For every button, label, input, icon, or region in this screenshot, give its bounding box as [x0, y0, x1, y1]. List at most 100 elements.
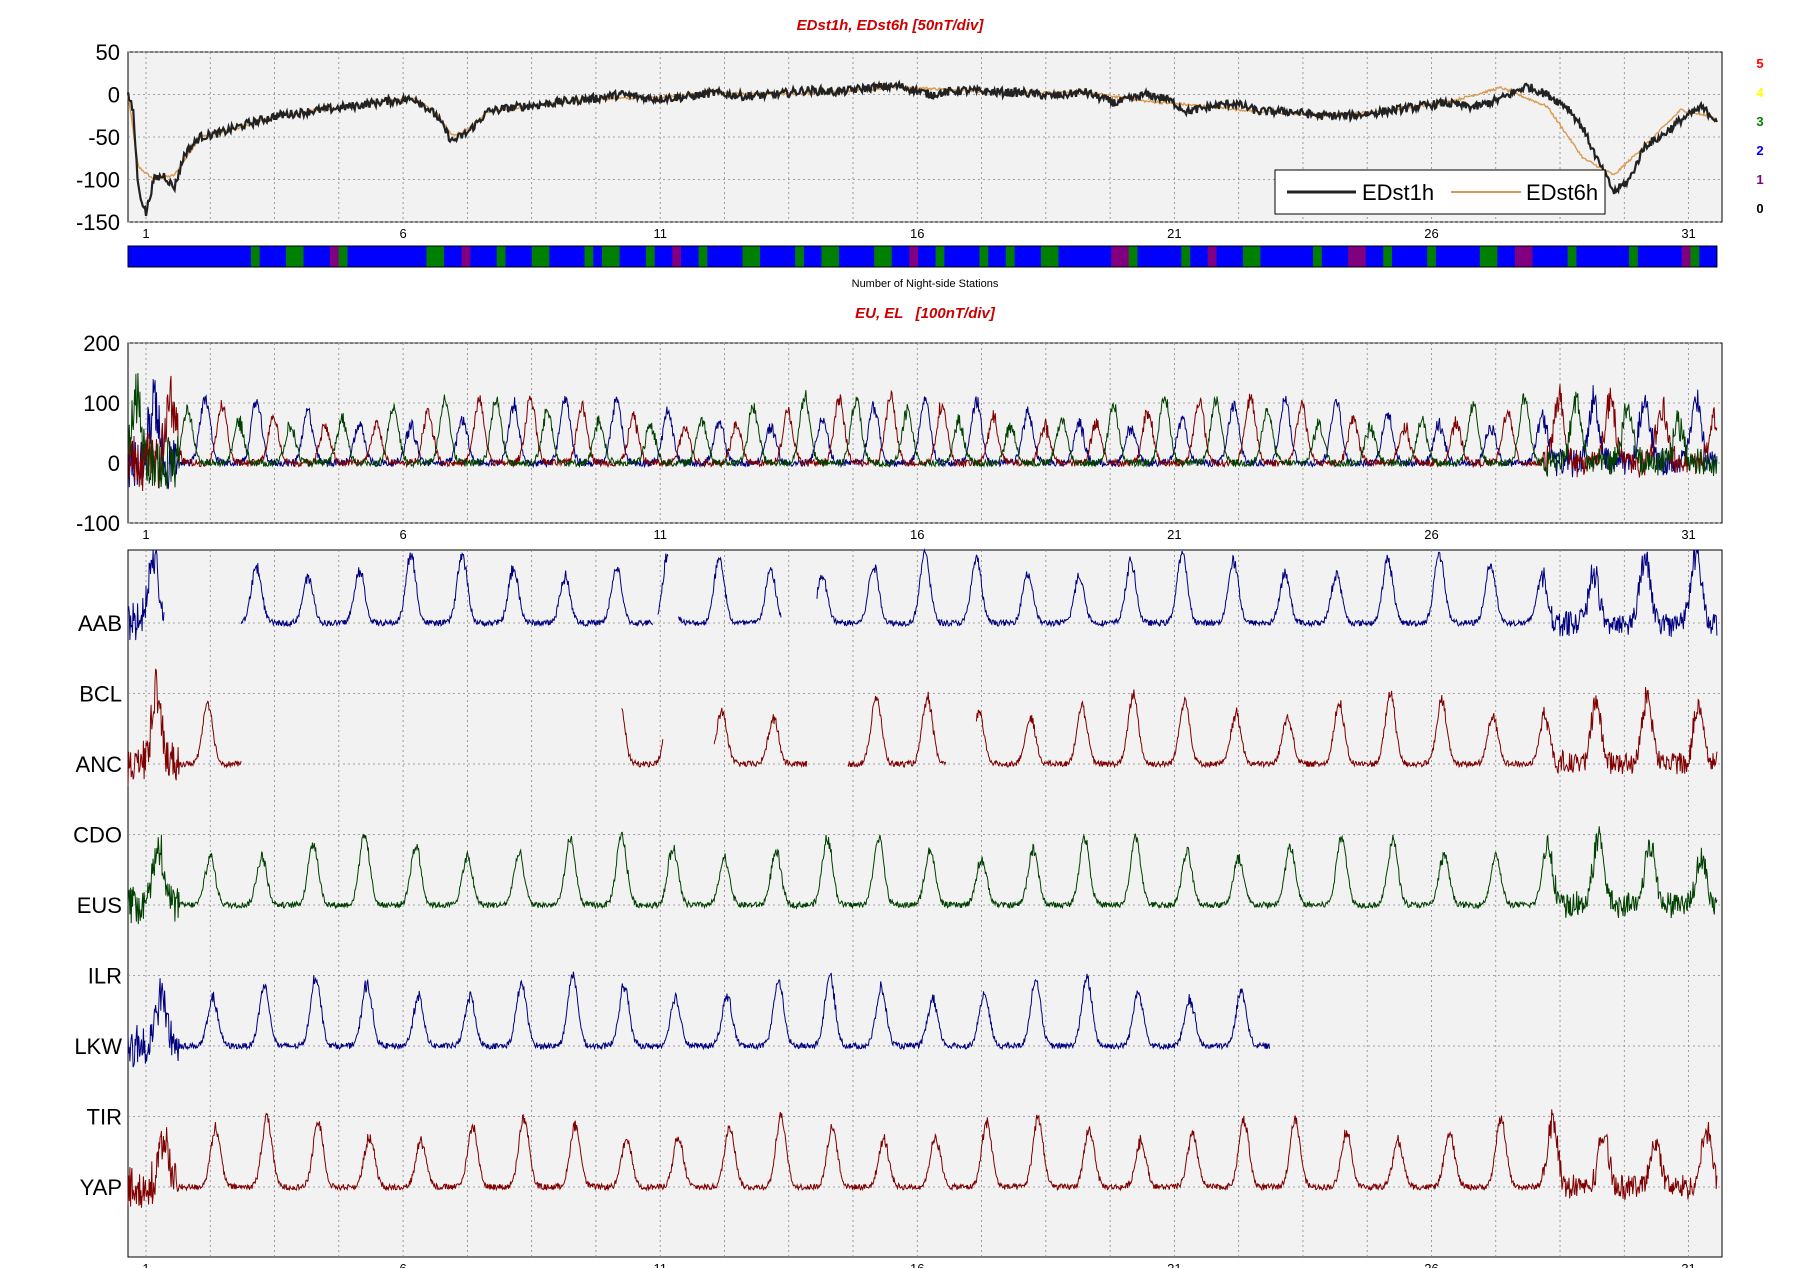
strip-cell-122 [1198, 246, 1209, 267]
strip-cell-45 [523, 246, 533, 267]
strip-cell-157 [1506, 246, 1516, 267]
strip-cell-28 [373, 246, 384, 267]
strip-cell-8 [198, 246, 208, 267]
strip-cell-47 [540, 246, 550, 267]
strip-cell-69 [733, 246, 743, 267]
panel3-xtick-16: 16 [910, 1261, 924, 1268]
strip-cell-54 [602, 246, 612, 267]
strip-cell-16 [268, 246, 278, 267]
strip-cell-46 [531, 246, 542, 267]
strip-cell-37 [452, 246, 463, 267]
panel2-xtick-31: 31 [1681, 527, 1695, 542]
strip-cell-139 [1348, 246, 1358, 267]
strip-cell-93 [944, 246, 954, 267]
strip-cell-105 [1049, 246, 1059, 267]
strip-cell-127 [1242, 246, 1253, 267]
strip-cell-136 [1321, 246, 1332, 267]
trace-anc-3 [847, 691, 947, 768]
strip-cell-38 [461, 246, 471, 267]
panel3-xtick-26: 26 [1424, 1261, 1438, 1268]
strip-cell-52 [584, 246, 594, 267]
strip-cell-180 [1708, 246, 1718, 267]
strip-cell-165 [1576, 246, 1586, 267]
colorbar-label-5: 5 [1756, 56, 1763, 71]
strip-cell-55 [610, 246, 621, 267]
station-label-ilr: ILR [88, 964, 122, 989]
strip-cell-130 [1269, 246, 1279, 267]
panel1-y-ticks: 50 0 -50 -100 -150 [76, 40, 120, 235]
strip-cell-128 [1251, 246, 1261, 267]
panel3-xtick-31: 31 [1681, 1261, 1695, 1268]
strip-cell-85 [874, 246, 884, 267]
strip-cell-11 [224, 246, 234, 267]
panel1-ytick-50: 50 [96, 40, 120, 65]
colorbar-label-4: 4 [1756, 85, 1764, 100]
strip-cell-156 [1497, 246, 1507, 267]
strip-cell-138 [1339, 246, 1349, 267]
strip-cell-173 [1646, 246, 1656, 267]
strip-cell-20 [303, 246, 313, 267]
strip-cell-95 [961, 246, 972, 267]
strip-cell-59 [645, 246, 656, 267]
strip-cell-42 [496, 246, 506, 267]
panel2-xtick-1: 1 [142, 527, 149, 542]
station-label-lkw: LKW [74, 1034, 122, 1059]
strip-cell-64 [689, 246, 700, 267]
trace-anc-0 [127, 668, 242, 787]
strip-label: Number of Night-side Stations [852, 278, 999, 290]
trace-aab-1 [240, 552, 653, 628]
night-side-strip [127, 245, 1718, 268]
trace-anc-2 [713, 707, 808, 768]
strip-cell-63 [681, 246, 691, 267]
strip-cell-153 [1471, 246, 1481, 267]
legend-label-edst6h: EDst6h [1526, 180, 1598, 205]
strip-cell-166 [1585, 246, 1595, 267]
strip-cell-49 [558, 246, 568, 267]
strip-cell-113 [1119, 246, 1130, 267]
strip-cell-82 [847, 246, 858, 267]
strip-cell-74 [777, 246, 787, 267]
strip-cell-100 [1005, 246, 1016, 267]
strip-cell-176 [1672, 246, 1683, 267]
strip-cell-131 [1277, 246, 1288, 267]
strip-cell-177 [1681, 246, 1692, 267]
strip-cell-121 [1190, 246, 1200, 267]
strip-cell-106 [1058, 246, 1068, 267]
station-label-aab: AAB [78, 611, 122, 636]
panel2-xtick-6: 6 [399, 527, 406, 542]
strip-cell-65 [698, 246, 708, 267]
strip-cell-19 [294, 246, 305, 267]
panel1-xtick-21: 21 [1167, 226, 1181, 241]
strip-cell-163 [1558, 246, 1569, 267]
strip-cell-99 [997, 246, 1007, 267]
panel1-ytick--150: -150 [76, 210, 120, 235]
series-edst1h [126, 79, 1718, 217]
strip-cell-30 [391, 246, 401, 267]
strip-cell-57 [628, 246, 638, 267]
panel1-series [126, 79, 1718, 217]
strip-cell-15 [259, 246, 269, 267]
panel1-xtick-6: 6 [399, 226, 406, 241]
strip-cell-149 [1435, 246, 1446, 267]
panel3-xtick-21: 21 [1167, 1261, 1181, 1268]
trace-eus-0 [127, 826, 1718, 925]
strip-cell-22 [321, 246, 331, 267]
strip-cell-164 [1567, 246, 1577, 267]
strip-cell-3 [154, 246, 164, 267]
strip-cell-143 [1383, 246, 1393, 267]
strip-cell-98 [988, 246, 998, 267]
panel1-legend: EDst1h EDst6h [1274, 169, 1606, 215]
strip-cell-51 [575, 246, 585, 267]
strip-cell-137 [1330, 246, 1340, 267]
strip-cell-94 [953, 246, 963, 267]
strip-cell-118 [1163, 246, 1174, 267]
panel1-x-ticks: 1 6 11 16 21 26 31 [142, 226, 1695, 241]
panel2-xtick-26: 26 [1424, 527, 1438, 542]
strip-cell-108 [1076, 246, 1086, 267]
strip-cell-97 [979, 246, 989, 267]
strip-cell-10 [215, 246, 226, 267]
strip-cell-7 [189, 246, 199, 267]
strip-cell-154 [1479, 246, 1490, 267]
panel3-station-traces [127, 548, 1718, 1208]
strip-cell-5 [171, 246, 182, 267]
